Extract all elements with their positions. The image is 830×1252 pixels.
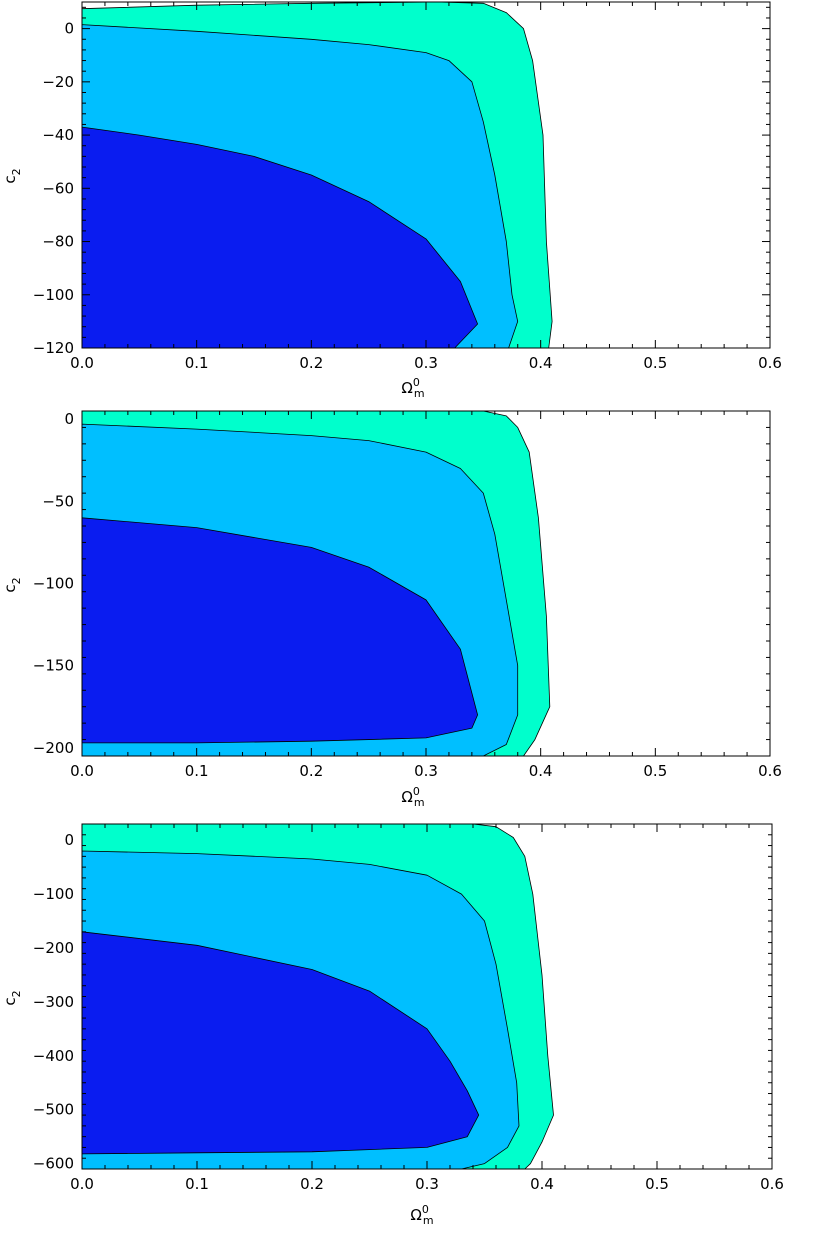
x-axis-label: Ω0 m — [401, 785, 424, 809]
y-axis-label: c2 — [1, 990, 23, 1005]
confidence-regions — [82, 411, 551, 756]
y-axis-label: c2 — [1, 168, 23, 183]
x-tick-label: 0.0 — [70, 354, 94, 372]
x-tick-label: 0.4 — [530, 1175, 554, 1193]
y-tick-label: −600 — [33, 1155, 74, 1173]
y-tick-label: −200 — [33, 739, 74, 757]
sigma1-region — [82, 517, 479, 744]
x-tick-label: 0.1 — [185, 762, 209, 780]
middle-panel: Ω0 m c2 0.0 0.1 0.2 0.3 0.4 0.5 0.6 0 −50 −100 −150… — [1, 410, 782, 809]
y-tick-label: 0 — [64, 20, 74, 38]
x-axis-label: Ω0 m — [401, 376, 424, 400]
y-tick-label: −60 — [42, 179, 74, 197]
x-tick-label: 0.5 — [645, 1175, 669, 1193]
x-tick-label: 0.1 — [185, 354, 209, 372]
y-tick-label: −500 — [33, 1101, 74, 1119]
x-tick-label: 0.5 — [643, 354, 667, 372]
x-tick-label: 0.3 — [415, 1175, 439, 1193]
y-tick-label: −50 — [42, 492, 74, 510]
y-axis-label: c2 — [1, 577, 23, 592]
x-tick-label: 0.0 — [70, 762, 94, 780]
y-tick-label: −100 — [33, 575, 74, 593]
y-tick-label: 0 — [64, 410, 74, 428]
confidence-regions — [82, 2, 553, 348]
sigma1-region — [82, 126, 479, 348]
y-tick-label: −100 — [33, 885, 74, 903]
y-tick-label: −400 — [33, 1047, 74, 1065]
y-tick-label: −40 — [42, 126, 74, 144]
confidence-regions — [82, 824, 554, 1169]
y-tick-label: −80 — [42, 233, 74, 251]
sigma1-region — [82, 931, 480, 1155]
top-panel: Ω0 m c2 0.0 0.1 0.2 0.3 0.4 0.5 0.6 0 −20 −40 −60 −8… — [1, 1, 782, 400]
x-axis-label: Ω0 m — [410, 1203, 433, 1227]
x-tick-label: 0.6 — [758, 762, 782, 780]
x-tick-label: 0.3 — [414, 762, 438, 780]
y-tick-label: −100 — [33, 286, 74, 304]
x-tick-label: 0.0 — [70, 1175, 94, 1193]
x-tick-label: 0.4 — [529, 354, 553, 372]
y-tick-label: −200 — [33, 939, 74, 957]
y-tick-label: −120 — [33, 339, 74, 357]
x-tick-label: 0.5 — [643, 762, 667, 780]
y-tick-label: −20 — [42, 73, 74, 91]
y-tick-label: −300 — [33, 993, 74, 1011]
x-tick-label: 0.2 — [300, 1175, 324, 1193]
x-tick-label: 0.6 — [758, 354, 782, 372]
y-tick-label: −150 — [33, 657, 74, 675]
x-tick-label: 0.3 — [414, 354, 438, 372]
bottom-panel: Ω0 m c2 0.0 0.1 0.2 0.3 0.4 0.5 0.6 0 −100 −200 −30… — [1, 823, 784, 1227]
x-tick-label: 0.2 — [299, 762, 323, 780]
x-tick-label: 0.2 — [299, 354, 323, 372]
x-tick-label: 0.6 — [760, 1175, 784, 1193]
x-tick-label: 0.1 — [185, 1175, 209, 1193]
y-tick-label: 0 — [64, 831, 74, 849]
x-tick-label: 0.4 — [529, 762, 553, 780]
